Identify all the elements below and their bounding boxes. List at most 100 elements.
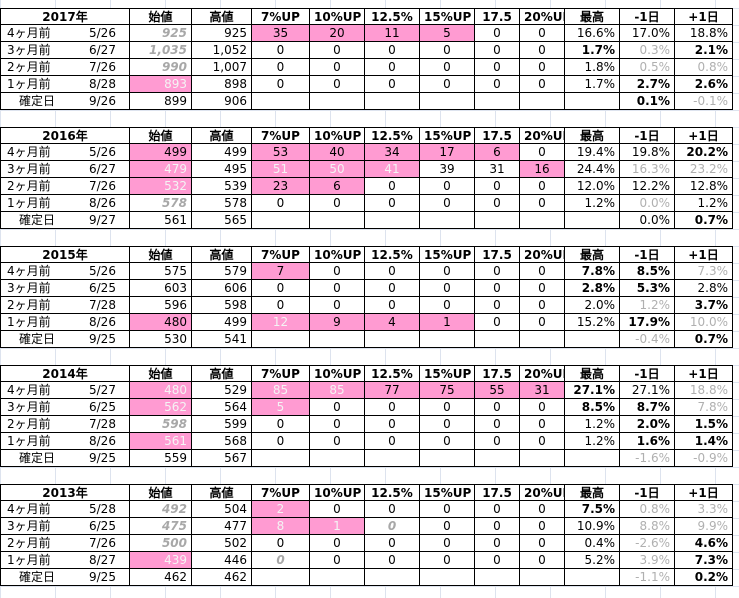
period-label: 4ヶ月前 bbox=[7, 145, 51, 159]
value-cell: 0 bbox=[420, 416, 475, 433]
empty-cell bbox=[565, 450, 620, 467]
column-header: 7%UP bbox=[252, 365, 310, 382]
value-cell: 0 bbox=[310, 76, 365, 93]
value-cell: 480 bbox=[130, 314, 192, 331]
value-cell: 40 bbox=[310, 144, 365, 161]
value-cell: 85 bbox=[252, 382, 310, 399]
value-cell: 0 bbox=[520, 535, 565, 552]
value-cell: 9.9% bbox=[675, 518, 733, 535]
value-cell: 0 bbox=[252, 416, 310, 433]
value-cell: 0 bbox=[520, 416, 565, 433]
empty-cell bbox=[475, 569, 520, 586]
value-cell: 0 bbox=[310, 297, 365, 314]
value-cell: 0 bbox=[520, 59, 565, 76]
row-label: 4ヶ月前 5/28 bbox=[0, 501, 130, 518]
value-cell: 0 bbox=[252, 195, 310, 212]
column-header: 10%UP bbox=[310, 484, 365, 501]
date-label: 6/27 bbox=[89, 162, 116, 176]
value-cell: 1 bbox=[420, 314, 475, 331]
value-cell: 1.2% bbox=[565, 433, 620, 450]
value-cell: 562 bbox=[130, 399, 192, 416]
column-header: +1日 bbox=[675, 8, 733, 25]
row-label: 確定日 9/25 bbox=[0, 450, 130, 467]
empty-cell bbox=[520, 450, 565, 467]
row-label: 4ヶ月前 5/27 bbox=[0, 382, 130, 399]
empty-cell bbox=[365, 450, 420, 467]
row-label: 3ヶ月前 6/25 bbox=[0, 280, 130, 297]
value-cell: 0 bbox=[520, 501, 565, 518]
value-cell: 462 bbox=[130, 569, 192, 586]
column-header: 高値 bbox=[192, 246, 252, 263]
value-cell: 898 bbox=[192, 76, 252, 93]
value-cell: 0 bbox=[420, 518, 475, 535]
column-header: 7%UP bbox=[252, 246, 310, 263]
value-cell: 893 bbox=[130, 76, 192, 93]
value-cell: 479 bbox=[130, 161, 192, 178]
empty-cell bbox=[420, 93, 475, 110]
period-label: 2ヶ月前 bbox=[7, 417, 51, 431]
column-header: -1日 bbox=[620, 8, 675, 25]
empty-cell bbox=[310, 331, 365, 348]
value-cell: 906 bbox=[192, 93, 252, 110]
value-cell: 2.0% bbox=[620, 416, 675, 433]
value-cell: 8.5% bbox=[620, 263, 675, 280]
column-header: 17.5 bbox=[475, 246, 520, 263]
value-cell: 0 bbox=[420, 280, 475, 297]
period-label: 確定日 bbox=[19, 570, 56, 584]
column-header: -1日 bbox=[620, 365, 675, 382]
value-cell: 0.8% bbox=[620, 501, 675, 518]
row-label: 4ヶ月前 5/26 bbox=[0, 263, 130, 280]
value-cell: 559 bbox=[130, 450, 192, 467]
column-header: 17.5 bbox=[475, 127, 520, 144]
value-cell: -1.6% bbox=[620, 450, 675, 467]
column-header: 最高 bbox=[565, 246, 620, 263]
year-header: 2013年 bbox=[0, 484, 130, 501]
empty-cell bbox=[365, 569, 420, 586]
column-header: +1日 bbox=[675, 365, 733, 382]
period-label: 1ヶ月前 bbox=[7, 196, 51, 210]
empty-cell bbox=[420, 331, 475, 348]
value-cell: -0.9% bbox=[675, 450, 733, 467]
value-cell: 0 bbox=[365, 535, 420, 552]
value-cell: 599 bbox=[192, 416, 252, 433]
period-label: 1ヶ月前 bbox=[7, 77, 51, 91]
value-cell: 575 bbox=[130, 263, 192, 280]
period-label: 2ヶ月前 bbox=[7, 179, 51, 193]
value-cell: 502 bbox=[192, 535, 252, 552]
column-header: 10%UP bbox=[310, 365, 365, 382]
value-cell: 0.3% bbox=[620, 42, 675, 59]
date-label: 6/27 bbox=[89, 43, 116, 57]
value-cell: 0.5% bbox=[620, 59, 675, 76]
value-cell: 500 bbox=[130, 535, 192, 552]
value-cell: 564 bbox=[192, 399, 252, 416]
value-cell: 0 bbox=[310, 535, 365, 552]
date-label: 8/26 bbox=[89, 196, 116, 210]
value-cell: 39 bbox=[420, 161, 475, 178]
value-cell: 598 bbox=[130, 416, 192, 433]
column-header: 15%UP bbox=[420, 484, 475, 501]
value-cell: 568 bbox=[192, 433, 252, 450]
value-cell: 1.5% bbox=[675, 416, 733, 433]
empty-cell bbox=[475, 93, 520, 110]
value-cell: 15.2% bbox=[565, 314, 620, 331]
value-cell: 0 bbox=[365, 280, 420, 297]
value-cell: 0 bbox=[475, 25, 520, 42]
column-header: 高値 bbox=[192, 127, 252, 144]
row-label: 1ヶ月前 8/26 bbox=[0, 195, 130, 212]
empty-cell bbox=[520, 331, 565, 348]
empty-cell bbox=[310, 569, 365, 586]
value-cell: 0.4% bbox=[565, 535, 620, 552]
value-cell: 23 bbox=[252, 178, 310, 195]
value-cell: 0 bbox=[475, 59, 520, 76]
value-cell: 0 bbox=[252, 280, 310, 297]
period-label: 2ヶ月前 bbox=[7, 536, 51, 550]
column-header: 最高 bbox=[565, 365, 620, 382]
column-header: 20%UP bbox=[520, 246, 565, 263]
date-label: 5/28 bbox=[89, 502, 116, 516]
value-cell: -2.6% bbox=[620, 535, 675, 552]
date-label: 8/28 bbox=[89, 77, 116, 91]
date-label: 9/25 bbox=[89, 451, 116, 465]
value-cell: 5.3% bbox=[620, 280, 675, 297]
value-cell: 12 bbox=[252, 314, 310, 331]
empty-cell bbox=[252, 212, 310, 229]
